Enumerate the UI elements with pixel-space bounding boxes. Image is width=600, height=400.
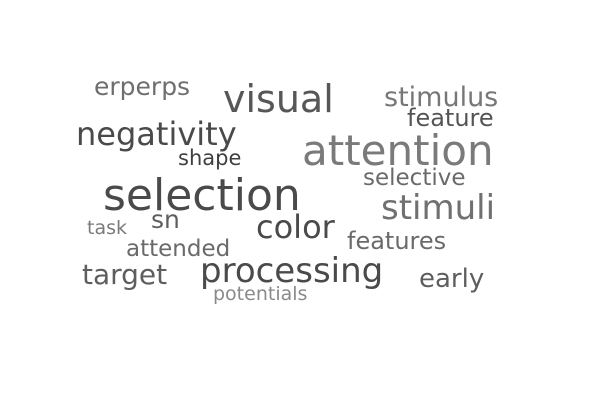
word-target: target: [82, 258, 168, 291]
word-potentials: potentials: [213, 283, 308, 305]
word-erperps: erperps: [94, 72, 191, 101]
word-task: task: [87, 217, 127, 239]
word-attention: attention: [302, 126, 494, 175]
word-color: color: [256, 208, 335, 246]
word-visual: visual: [223, 77, 334, 121]
word-early: early: [419, 264, 485, 294]
word-selection: selection: [103, 170, 301, 221]
word-stimulus: stimulus: [384, 82, 499, 113]
word-selective: selective: [363, 165, 466, 191]
word-attended: attended: [126, 236, 231, 262]
word-feature: feature: [407, 104, 494, 132]
word-negativity: negativity: [76, 115, 237, 153]
word-shape: shape: [178, 146, 242, 170]
word-stimuli: stimuli: [381, 188, 496, 228]
word-processing: processing: [200, 251, 384, 291]
word-sn: sn: [151, 205, 180, 234]
word-features: features: [347, 227, 447, 255]
